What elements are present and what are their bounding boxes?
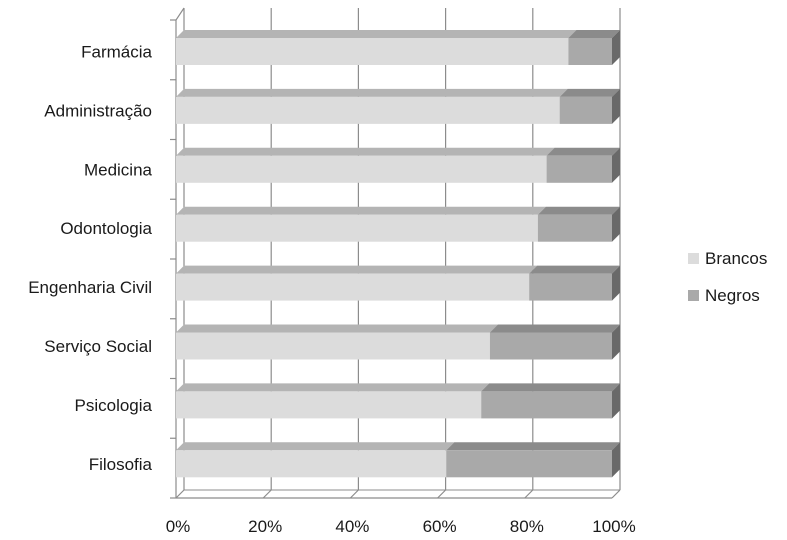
bar-brancos-0 [176, 30, 577, 65]
bar-brancos-2 [176, 147, 555, 183]
x-tick-labels: 0% 20% 40% 60% 80% 100% [166, 517, 636, 536]
floor-gridline [437, 489, 447, 499]
bar-negros-4 [529, 265, 620, 301]
floor-gridline [175, 489, 185, 499]
category-label: Filosofia [89, 455, 153, 474]
bar-negros-0 [568, 30, 620, 65]
bar-brancos-1 [176, 88, 568, 124]
x-tick-label: 20% [248, 517, 282, 536]
floor-gridline [349, 489, 359, 499]
bar-negros-7 [446, 442, 620, 478]
category-label: Odontologia [60, 219, 152, 238]
floor-gridline [611, 489, 621, 499]
bar-brancos-6 [176, 383, 490, 419]
category-label: Medicina [84, 160, 153, 179]
bar-brancos-7 [176, 442, 455, 478]
bar-brancos-4 [176, 265, 538, 301]
legend-swatch [688, 290, 699, 301]
bars-layer [176, 30, 620, 478]
x-tick-label: 80% [510, 517, 544, 536]
x-tick-label: 0% [166, 517, 191, 536]
bar-negros-5 [489, 324, 620, 360]
category-label: Administração [44, 101, 152, 120]
x-tick-label: 100% [592, 517, 635, 536]
category-label: Engenharia Civil [28, 278, 152, 297]
floor-gridline [262, 489, 272, 499]
bar-brancos-5 [176, 324, 498, 360]
category-label: Psicologia [75, 396, 153, 415]
category-labels: Farmácia Administração Medicina Odontologia… [28, 43, 152, 474]
x-tick-label: 60% [423, 517, 457, 536]
legend-label: Negros [705, 286, 760, 305]
bar-brancos-3 [176, 206, 546, 242]
bar-negros-6 [481, 383, 620, 419]
bar-negros-1 [559, 88, 620, 124]
category-label: Farmácia [81, 43, 152, 62]
legend-item-brancos: Brancos [688, 249, 767, 268]
bar-negros-3 [537, 206, 620, 242]
category-label: Serviço Social [44, 337, 152, 356]
x-tick-label: 40% [335, 517, 369, 536]
legend-swatch [688, 253, 699, 264]
legend: Brancos Negros [688, 249, 767, 305]
bar-negros-2 [546, 147, 620, 183]
grid-layer [170, 7, 621, 499]
legend-item-negros: Negros [688, 286, 760, 305]
y-axis-wall [175, 7, 185, 498]
legend-label: Brancos [705, 249, 767, 268]
floor-gridline [524, 489, 534, 499]
